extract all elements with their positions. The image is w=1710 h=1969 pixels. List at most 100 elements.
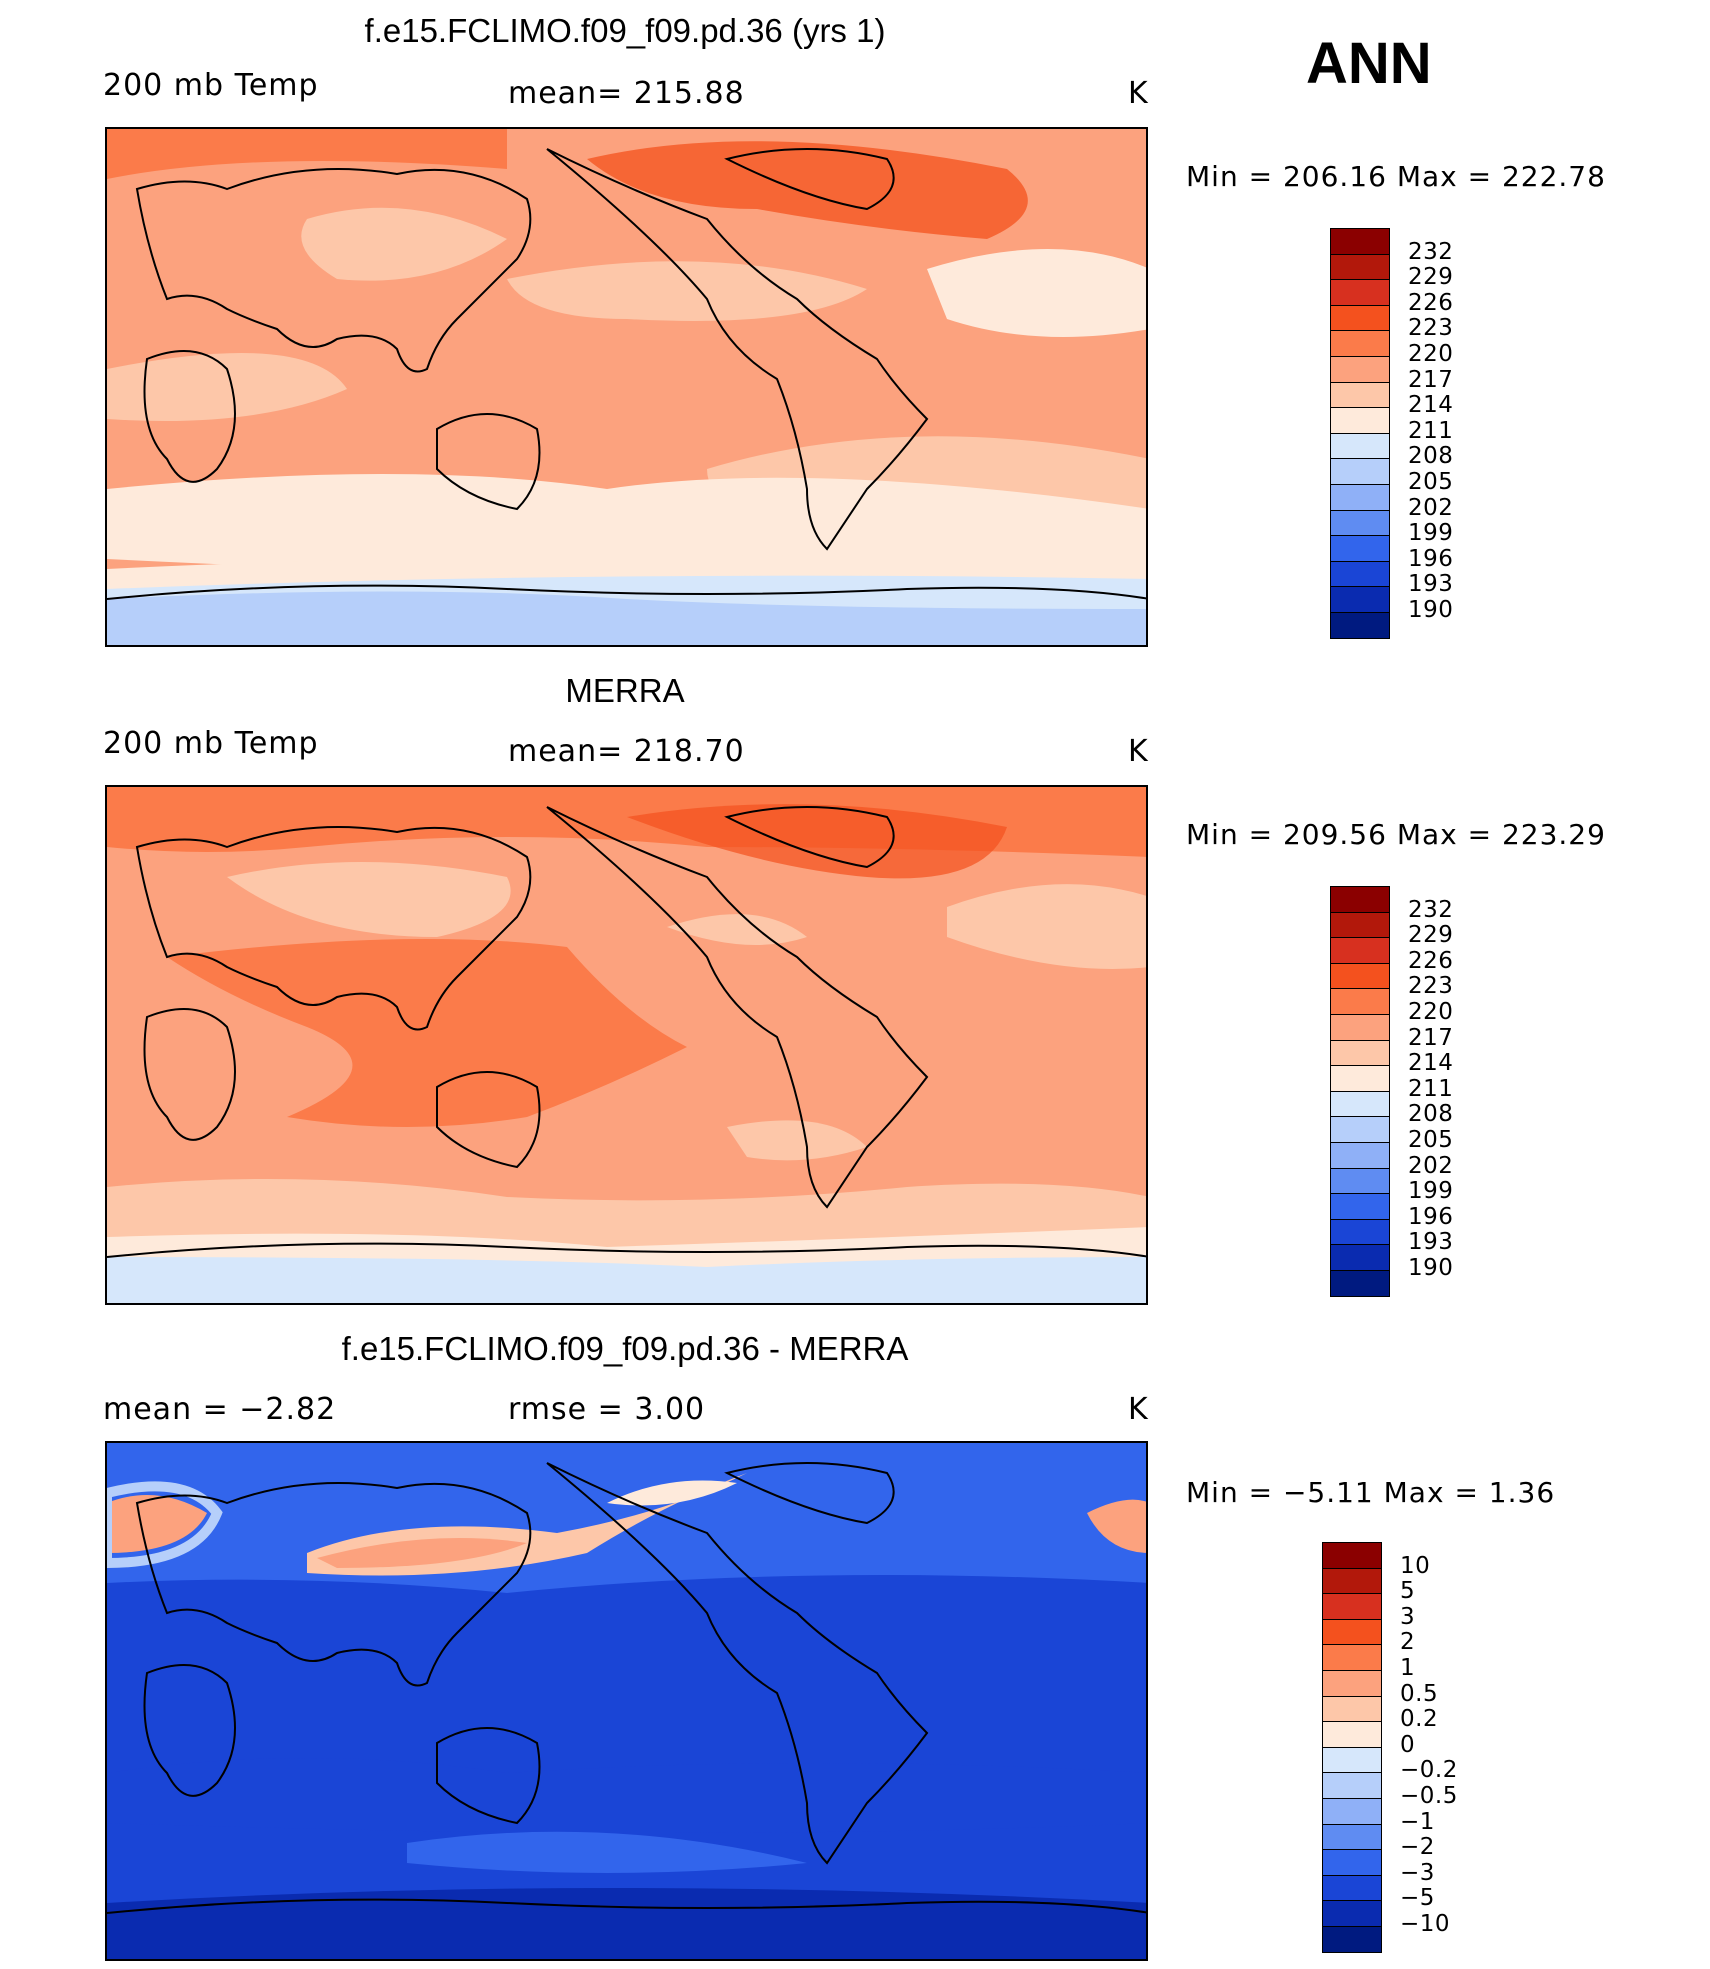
map-1-cool-asia [301,207,507,281]
panel-3-colorbar-label: 0.5 [1400,1680,1439,1707]
panel-1-colorbar-swatch [1330,304,1390,332]
panel-2-colorbar-label: 193 [1408,1229,1454,1256]
panel-2-colorbar-label: 208 [1408,1101,1454,1128]
panel-2-colorbar-swatch [1330,1193,1390,1220]
map-1-cool-atlantic [927,249,1146,337]
season-label: ANN [1306,31,1432,96]
panel-1-mean-label: mean= 215.88 [508,76,745,111]
panel-1-colorbar-label: 232 [1408,238,1454,265]
panel-1-colorbar-label: 193 [1408,571,1454,598]
panel-1-colorbar-label: 190 [1408,597,1454,623]
panel-3-colorbar-swatch [1322,1567,1382,1595]
map-1-cool-band [107,474,1146,577]
panel-2-variable-label: 200 mb Temp [103,726,319,761]
panel-3-colorbar-swatch [1322,1721,1382,1748]
panel-3-colorbar-swatch [1322,1926,1382,1953]
panel-2-colorbar-label: 217 [1408,1024,1454,1051]
panel-3-colorbar-label: 10 [1400,1552,1431,1579]
panel-2-colorbar-swatch [1330,911,1390,939]
panel-2-title: MERRA [565,672,685,709]
panel-3-colorbar-label: −5 [1400,1885,1435,1912]
panel-2-colorbar-label: 196 [1408,1203,1454,1230]
panel-2-colorbar-swatch [1330,1167,1390,1195]
panel-2-minmax: Min = 209.56 Max = 223.29 [1186,818,1606,851]
panel-2-mean-label: mean= 218.70 [508,734,745,769]
panel-3-colorbar-label: −3 [1400,1859,1435,1886]
panel-1-colorbar-label: 217 [1408,366,1454,393]
panel-2-colorbar-label: 190 [1408,1255,1454,1281]
panel-3-colorbar-swatch [1322,1746,1382,1774]
panel-2-colorbar-swatch [1330,1014,1390,1041]
map-1-warm-north [107,129,507,179]
panel-3-colorbar-swatch [1322,1644,1382,1671]
panel-3-colorbar-label: −0.2 [1400,1757,1458,1784]
panel-2-colorbar-swatch [1330,1218,1390,1246]
panel-2-map [105,785,1148,1305]
panel-3-colorbar-swatch [1322,1874,1382,1902]
panel-2-colorbar-label: 220 [1408,999,1454,1025]
panel-2-colorbar-label: 232 [1408,896,1454,923]
panel-1-colorbar-swatch [1330,509,1390,537]
panel-2-colorbar-swatch [1330,1039,1390,1067]
panel-1-colorbar-label: 208 [1408,443,1454,470]
panel-1-colorbar-label: 226 [1408,289,1454,316]
panel-1-colorbar-label: 223 [1408,315,1454,342]
panel-3-colorbar-label: 1 [1400,1655,1416,1681]
panel-3-title: f.e15.FCLIMO.f09_f09.pd.36 - MERRA [341,1330,909,1367]
panel-2-colorbar-label: 229 [1408,922,1454,949]
panel-3-colorbar-label: −2 [1400,1834,1435,1861]
panel-3-colorbar-label: 2 [1400,1629,1416,1656]
panel-2-colorbar-swatch [1330,886,1390,913]
panel-3-colorbar-label: −0.5 [1400,1783,1458,1809]
panel-3-colorbar-label: −10 [1400,1911,1451,1937]
map-1-coastlines [107,148,1146,600]
panel-3-colorbar-label: −1 [1400,1808,1435,1835]
panel-1-colorbar-label: 211 [1408,417,1454,444]
panel-1-colorbar-label: 196 [1408,545,1454,572]
map-1-warm-arctic [587,141,1028,239]
panel-2-colorbar-swatch [1330,1142,1390,1169]
panel-1-colorbar-swatch [1330,253,1390,281]
panel-3-colorbar-swatch [1322,1695,1382,1723]
panel-1-colorbar-label: 214 [1408,392,1454,419]
panel-3-colorbar-label: 0.2 [1400,1706,1439,1733]
panel-3-colorbar-swatch [1322,1823,1382,1851]
panel-1-colorbar-swatch [1330,535,1390,562]
panel-2-colorbar-swatch [1330,1244,1390,1271]
panel-3-colorbar-swatch [1322,1542,1382,1569]
panel-2-colorbar-swatch [1330,1090,1390,1118]
panel-1-colorbar-swatch [1330,279,1390,306]
panel-2-colorbar-label: 214 [1408,1050,1454,1077]
panel-1-colorbar-swatch [1330,356,1390,383]
panel-2-colorbar-label: 202 [1408,1152,1454,1179]
map-1-cool-africa [107,353,347,421]
panel-1-minmax: Min = 206.16 Max = 222.78 [1186,160,1606,193]
panel-2-colorbar-swatch [1330,962,1390,990]
panel-2-colorbar-swatch [1330,1116,1390,1143]
panel-1-colorbar-swatch [1330,458,1390,485]
panel-1-colorbar-swatch [1330,560,1390,588]
panel-3-colorbar-label: 0 [1400,1731,1416,1758]
panel-3-colorbar-swatch [1322,1900,1382,1927]
panel-1-colorbar-label: 202 [1408,494,1454,521]
panel-3-colorbar-swatch [1322,1618,1382,1646]
panel-1-colorbar-swatch [1330,432,1390,460]
panel-3-rmse-label: rmse = 3.00 [508,1392,706,1427]
panel-1-colorbar-label: 199 [1408,520,1454,547]
panel-1-colorbar-swatch [1330,407,1390,434]
panel-1-variable-label: 200 mb Temp [103,68,319,103]
panel-2-colorbar-swatch [1330,1270,1390,1297]
panel-3-colorbar-swatch [1322,1670,1382,1697]
panel-3-colorbar-swatch [1322,1798,1382,1825]
panel-2-colorbar-label: 205 [1408,1127,1454,1153]
panel-1-colorbar-swatch [1330,586,1390,613]
panel-2-colorbar-label: 223 [1408,973,1454,1000]
panel-1-colorbar-label: 220 [1408,341,1454,367]
panel-2-colorbar-swatch [1330,937,1390,964]
panel-3-mean-label: mean = −2.82 [103,1392,337,1427]
panel-2-colorbar-label: 199 [1408,1178,1454,1205]
panel-2-colorbar-label: 211 [1408,1075,1454,1102]
panel-1-colorbar-swatch [1330,484,1390,511]
map-1-antarctic [107,591,1146,645]
panel-3-colorbar-swatch [1322,1849,1382,1876]
